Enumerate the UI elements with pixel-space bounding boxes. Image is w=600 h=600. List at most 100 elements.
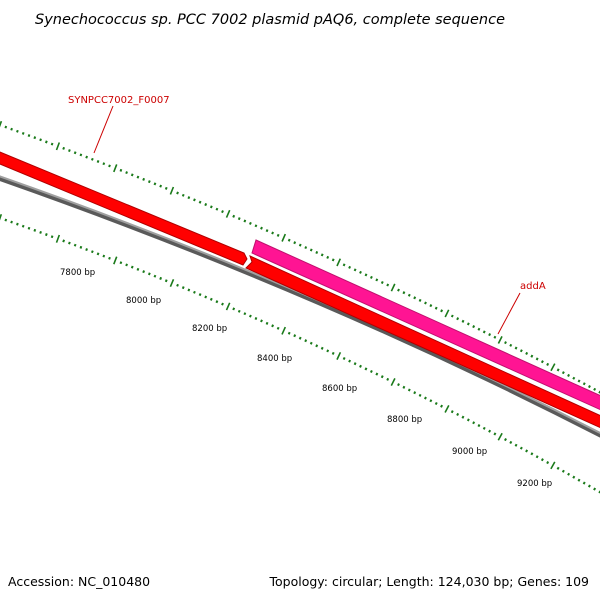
minor-tick bbox=[90, 250, 94, 254]
minor-tick bbox=[375, 372, 379, 376]
minor-tick bbox=[567, 373, 570, 377]
tick-label: 8000 bp bbox=[126, 296, 161, 306]
gene-feature-adda[interactable] bbox=[251, 239, 600, 414]
major-tick bbox=[225, 302, 231, 311]
minor-tick bbox=[364, 273, 368, 277]
minor-tick bbox=[466, 322, 470, 326]
major-tick bbox=[336, 351, 342, 360]
inner-tick-ring bbox=[0, 213, 600, 494]
minor-tick bbox=[424, 396, 427, 400]
tick-label: 8200 bp bbox=[192, 324, 227, 334]
minor-tick bbox=[472, 325, 476, 329]
major-tick bbox=[55, 234, 61, 243]
minor-tick bbox=[546, 362, 550, 366]
minor-tick bbox=[424, 301, 427, 305]
minor-tick bbox=[79, 245, 83, 249]
minor-tick bbox=[342, 263, 346, 267]
minor-tick bbox=[209, 297, 213, 301]
minor-tick bbox=[142, 270, 146, 274]
minor-tick bbox=[68, 149, 71, 153]
minor-tick bbox=[309, 248, 313, 252]
minor-tick bbox=[260, 319, 263, 323]
minor-tick bbox=[304, 339, 308, 343]
minor-tick bbox=[309, 341, 313, 345]
minor-tick bbox=[136, 175, 140, 179]
minor-tick bbox=[348, 265, 352, 269]
minor-tick bbox=[386, 377, 390, 381]
minor-tick bbox=[509, 343, 513, 347]
minor-tick bbox=[33, 136, 37, 140]
gene-feature-reverse-continuation[interactable] bbox=[245, 255, 600, 432]
minor-tick bbox=[293, 241, 297, 245]
minor-tick bbox=[397, 383, 400, 387]
minor-tick bbox=[456, 317, 460, 321]
minor-tick bbox=[130, 173, 134, 177]
minor-tick bbox=[477, 424, 481, 428]
minor-tick bbox=[50, 142, 54, 146]
minor-tick bbox=[125, 263, 128, 267]
minor-tick bbox=[535, 455, 539, 459]
minor-tick bbox=[402, 385, 406, 389]
major-tick bbox=[169, 186, 175, 195]
major-tick bbox=[444, 405, 450, 413]
minor-tick bbox=[472, 421, 476, 425]
minor-tick bbox=[298, 243, 302, 247]
minor-tick bbox=[10, 220, 13, 224]
minor-tick bbox=[232, 307, 236, 311]
tick-label: 7800 bp bbox=[60, 268, 95, 278]
minor-tick bbox=[359, 270, 362, 274]
minor-tick bbox=[369, 369, 373, 374]
minor-tick bbox=[10, 127, 13, 131]
minor-tick bbox=[509, 440, 513, 444]
minor-tick bbox=[582, 382, 586, 386]
minor-tick bbox=[326, 349, 330, 353]
minor-tick bbox=[142, 177, 146, 181]
major-tick bbox=[113, 256, 118, 265]
minor-tick bbox=[96, 160, 100, 163]
minor-tick bbox=[353, 362, 357, 366]
minor-tick bbox=[21, 224, 25, 228]
minor-tick bbox=[561, 371, 565, 375]
minor-tick bbox=[593, 487, 597, 491]
minor-tick bbox=[260, 226, 263, 230]
minor-tick bbox=[237, 217, 241, 221]
minor-tick bbox=[429, 399, 433, 403]
major-tick bbox=[281, 326, 287, 335]
minor-tick bbox=[153, 182, 157, 186]
minor-tick bbox=[525, 351, 529, 355]
tick-label: 9000 bp bbox=[452, 447, 487, 457]
accession-text: Accession: NC_010480 bbox=[8, 574, 150, 589]
tick-label: 8800 bp bbox=[387, 415, 422, 425]
minor-tick bbox=[593, 387, 597, 391]
minor-tick bbox=[450, 314, 454, 318]
minor-tick bbox=[482, 426, 486, 430]
outer-tick-ring bbox=[0, 120, 600, 394]
minor-tick bbox=[204, 203, 208, 207]
minor-tick bbox=[215, 300, 219, 304]
gene-label-pointer-synpcc7002-f0007 bbox=[93, 105, 114, 154]
minor-tick bbox=[466, 418, 470, 422]
minor-tick bbox=[315, 251, 319, 254]
major-tick bbox=[390, 378, 396, 386]
minor-tick bbox=[73, 243, 77, 247]
tick-label: 8600 bp bbox=[322, 384, 357, 394]
minor-tick bbox=[577, 379, 581, 383]
minor-tick bbox=[588, 385, 591, 389]
minor-tick bbox=[187, 196, 191, 200]
minor-tick bbox=[96, 252, 100, 256]
minor-tick bbox=[209, 205, 213, 209]
major-tick bbox=[390, 283, 396, 292]
minor-tick bbox=[102, 162, 106, 166]
minor-tick bbox=[315, 344, 319, 348]
major-tick bbox=[281, 233, 287, 242]
tick-labels: 7800 bp 8000 bp 8200 bp 8400 bp 8600 bp … bbox=[60, 268, 552, 489]
minor-tick bbox=[407, 293, 411, 297]
minor-tick bbox=[298, 336, 302, 340]
minor-tick bbox=[62, 146, 66, 150]
minor-tick bbox=[221, 210, 224, 214]
gene-feature-synpcc7002-f0007[interactable] bbox=[0, 150, 248, 266]
minor-tick bbox=[119, 168, 123, 172]
minor-tick bbox=[450, 410, 454, 414]
minor-tick bbox=[556, 368, 560, 372]
minor-tick bbox=[27, 134, 31, 138]
